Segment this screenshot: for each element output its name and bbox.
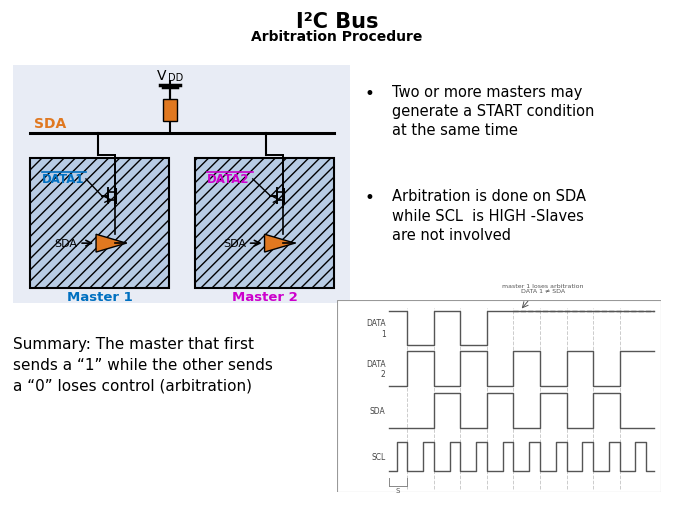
Text: SCL: SCL: [371, 452, 386, 462]
Text: DATA1: DATA1: [42, 173, 85, 186]
Bar: [164, 100, 177, 121]
Text: Master 1: Master 1: [67, 290, 132, 304]
Bar: [195, 158, 334, 289]
FancyBboxPatch shape: [5, 63, 359, 306]
Polygon shape: [96, 235, 127, 252]
Text: Arbitration Procedure: Arbitration Procedure: [251, 30, 423, 43]
Text: DD: DD: [168, 73, 183, 83]
Text: master 1 loses arbitration
DATA 1 ≠ SDA: master 1 loses arbitration DATA 1 ≠ SDA: [502, 283, 584, 294]
Text: Summary: The master that first
sends a “1” while the other sends
a “0” loses con: Summary: The master that first sends a “…: [13, 336, 274, 393]
Bar: [30, 158, 168, 289]
Text: •: •: [365, 189, 375, 207]
Text: S: S: [396, 487, 400, 492]
Text: SDA: SDA: [223, 239, 246, 248]
Text: SDA: SDA: [55, 239, 78, 248]
Text: I²C Bus: I²C Bus: [296, 12, 378, 32]
Text: •: •: [365, 85, 375, 103]
Text: Two or more masters may
generate a START condition
at the same time: Two or more masters may generate a START…: [392, 85, 594, 138]
Text: DATA
2: DATA 2: [366, 359, 386, 378]
Text: DATA2: DATA2: [208, 173, 250, 186]
Text: SDA: SDA: [370, 407, 386, 415]
Text: Arbitration is done on SDA
while SCL  is HIGH -Slaves
are not involved: Arbitration is done on SDA while SCL is …: [392, 189, 586, 242]
Text: V: V: [157, 69, 167, 83]
Text: Master 2: Master 2: [232, 290, 297, 304]
Polygon shape: [264, 235, 295, 252]
Text: DATA
1: DATA 1: [366, 319, 386, 338]
Text: SDA: SDA: [34, 117, 66, 131]
